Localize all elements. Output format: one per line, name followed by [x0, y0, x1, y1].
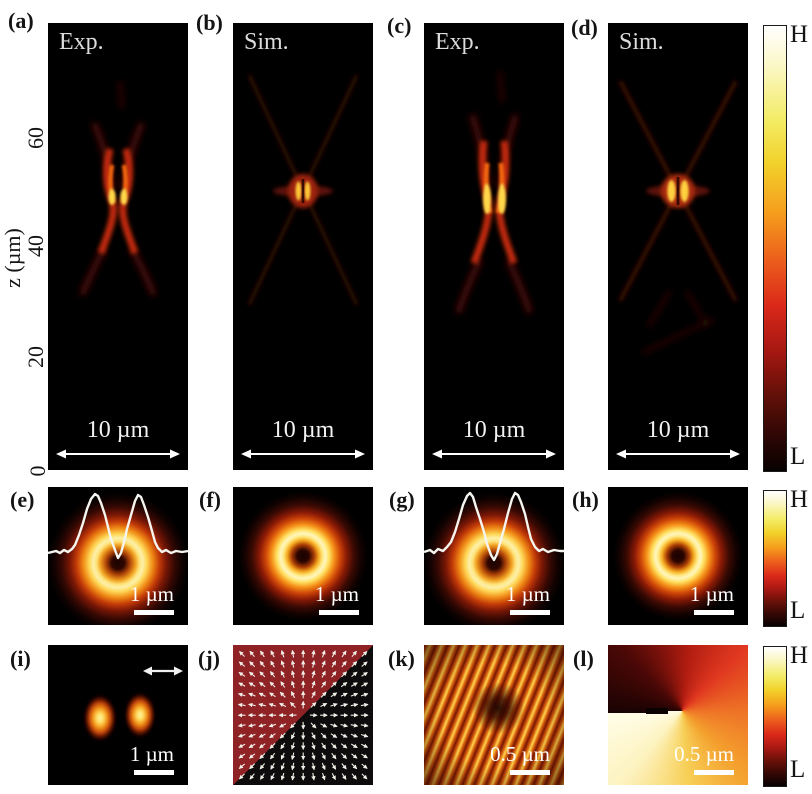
caption-sim-d: Sim. [619, 29, 664, 55]
scalebar-label-l: 0.5 µm [674, 742, 734, 766]
panel-j-image [233, 645, 373, 785]
scalebar-label-e: 1 µm [129, 582, 174, 606]
colorbar3-high-label: H [790, 642, 809, 669]
caption-exp-c: Exp. [435, 29, 480, 55]
scalebar-arrow-a [56, 449, 180, 459]
polarization-arrow [143, 666, 183, 676]
panel-label-e: (e) [10, 487, 35, 512]
polarization-vector-field [237, 649, 369, 781]
scalebar-e [134, 610, 174, 615]
panel-label-l: (l) [573, 646, 594, 671]
y-axis-tick-0: 0 [25, 465, 50, 477]
panel-label-b: (b) [196, 10, 223, 35]
scalebar-arrow-b [241, 449, 365, 459]
y-axis-tick-40: 40 [23, 235, 48, 257]
scalebar-label-i: 1 µm [129, 742, 174, 766]
phase-discontinuity-line [608, 711, 666, 713]
scalebar-arrow-c [432, 449, 556, 459]
panel-label-h: (h) [572, 487, 599, 512]
colorbar1-high-label: H [790, 21, 809, 48]
intensity-profile-e [48, 492, 188, 560]
panel-label-f: (f) [199, 487, 221, 512]
scalebar-g [510, 610, 550, 615]
y-axis-tick-60: 60 [23, 127, 48, 149]
scalebar-label-b: 10 µm [271, 417, 335, 443]
colorbar2-high-label: H [790, 486, 809, 513]
scalebar-i [134, 770, 174, 775]
colorbar-intensity-xy [763, 490, 787, 627]
panel-label-g: (g) [389, 487, 415, 512]
scalebar-label-k: 0.5 µm [490, 742, 550, 766]
caption-sim-b: Sim. [244, 29, 289, 55]
colorbar-intensity-xz [763, 25, 787, 472]
caption-exp-a: Exp. [59, 29, 104, 55]
y-axis-tick-20: 20 [23, 346, 48, 368]
y-axis-title: z (µm) [0, 228, 25, 288]
phase-discontinuity-notch [646, 708, 668, 714]
scalebar-label-a: 10 µm [86, 417, 150, 443]
panel-label-c: (c) [387, 13, 412, 38]
colorbar2-low-label: L [790, 597, 806, 624]
scalebar-f [319, 610, 359, 615]
panel-label-a: (a) [8, 8, 34, 33]
panel-label-k: (k) [388, 646, 415, 671]
two-lobe-beam [83, 666, 183, 742]
panel-label-d: (d) [571, 15, 598, 40]
panel-i-image: 1 µm [48, 645, 188, 785]
beam-xz-exp-1 [79, 80, 157, 297]
donut-beam-sim-2 [608, 487, 748, 625]
donut-beam-exp-2 [424, 487, 564, 625]
scalebar-label-g: 1 µm [505, 582, 550, 606]
panel-label-i: (i) [10, 646, 31, 671]
panel-h-image: 1 µm [608, 487, 748, 625]
beam-xz-sim-1 [247, 74, 359, 306]
scalebar-label-h: 1 µm [689, 582, 734, 606]
panel-e-image: 1 µm [48, 487, 188, 625]
scalebar-l [694, 770, 734, 775]
panel-label-j: (j) [198, 646, 220, 671]
panel-d-image: Sim. 10 µm [608, 23, 748, 470]
panel-b-image: Sim. 10 µm [233, 23, 373, 470]
colorbar3-low-label: L [790, 756, 806, 783]
panel-f-image: 1 µm [233, 487, 373, 625]
scalebar-k [510, 770, 550, 775]
panel-c-image: Exp. 10 µm [424, 23, 564, 470]
scalebar-arrow-d [616, 449, 740, 459]
panel-k-image: 0.5 µm [424, 645, 564, 785]
beam-xz-sim-2 [618, 79, 738, 355]
colorbar1-low-label: L [790, 443, 806, 470]
scalebar-label-c: 10 µm [462, 417, 526, 443]
intensity-profile-g [424, 491, 564, 562]
scalebar-label-f: 1 µm [314, 582, 359, 606]
scalebar-h [694, 610, 734, 615]
scalebar-label-d: 10 µm [646, 417, 710, 443]
panel-g-image: 1 µm [424, 487, 564, 625]
panel-l-image: 0.5 µm [608, 645, 748, 785]
donut-beam-sim-1 [233, 487, 373, 625]
beam-xz-exp-2 [455, 70, 533, 314]
colorbar-phase [763, 646, 787, 787]
panel-a-image: Exp. 10 µm [48, 23, 188, 470]
